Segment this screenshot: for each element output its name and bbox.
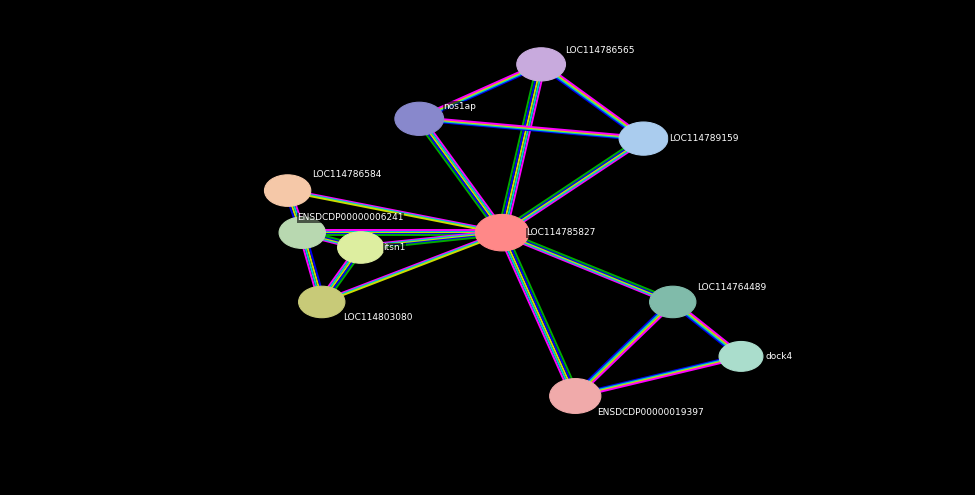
Ellipse shape bbox=[298, 286, 345, 318]
Ellipse shape bbox=[279, 217, 326, 248]
Text: LOC114786565: LOC114786565 bbox=[566, 46, 635, 55]
Text: LOC114764489: LOC114764489 bbox=[697, 283, 766, 292]
Text: LOC114786584: LOC114786584 bbox=[312, 170, 381, 179]
Ellipse shape bbox=[264, 175, 311, 206]
Ellipse shape bbox=[550, 379, 601, 413]
Ellipse shape bbox=[649, 286, 696, 318]
Text: dock4: dock4 bbox=[765, 352, 793, 361]
Text: ENSDCDP00000019397: ENSDCDP00000019397 bbox=[597, 408, 703, 417]
Text: LOC114803080: LOC114803080 bbox=[343, 313, 412, 322]
Ellipse shape bbox=[720, 342, 762, 371]
Ellipse shape bbox=[476, 214, 528, 251]
Ellipse shape bbox=[337, 232, 384, 263]
Text: ENSDCDP00000006241: ENSDCDP00000006241 bbox=[297, 213, 404, 222]
Ellipse shape bbox=[395, 102, 444, 135]
Text: LOC114785827: LOC114785827 bbox=[526, 228, 596, 237]
Text: itsn1: itsn1 bbox=[383, 243, 406, 252]
Text: LOC114789159: LOC114789159 bbox=[669, 134, 738, 143]
Text: nos1ap: nos1ap bbox=[444, 102, 477, 111]
Ellipse shape bbox=[619, 122, 668, 155]
Ellipse shape bbox=[517, 48, 565, 81]
